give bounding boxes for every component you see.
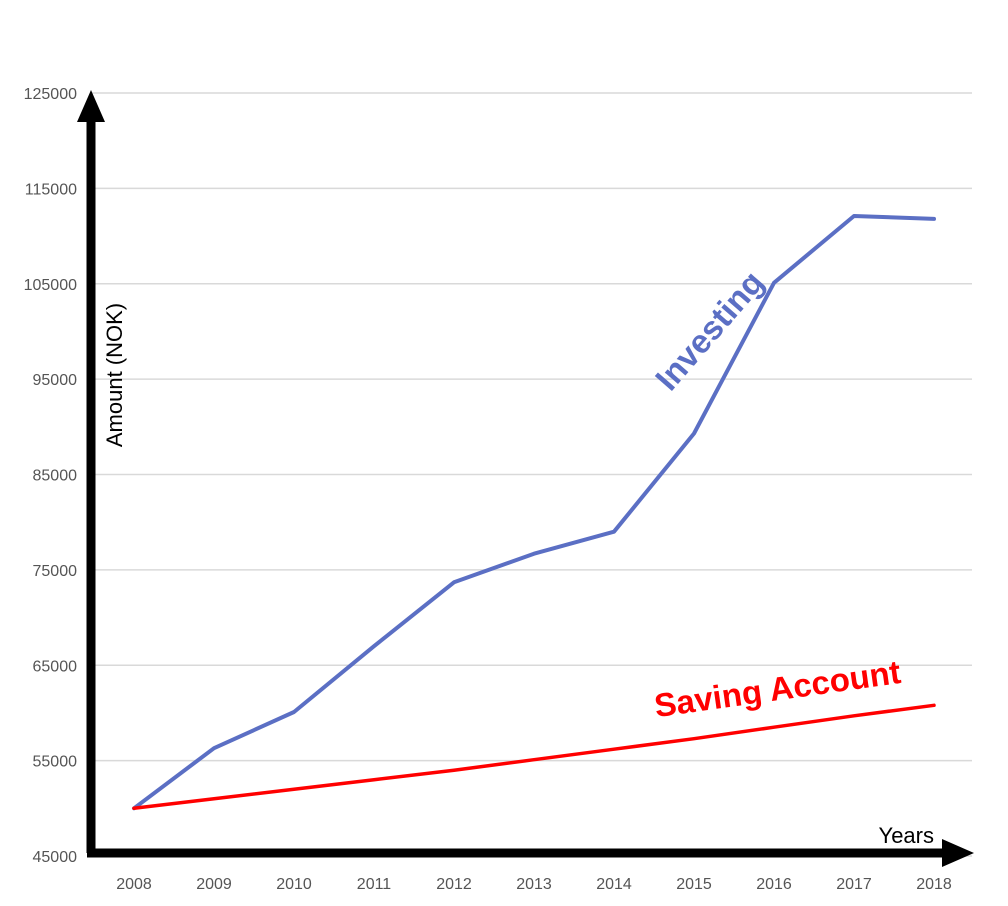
x-tick-label: 2017 <box>836 876 872 893</box>
x-tick-label: 2016 <box>756 876 792 893</box>
y-tick-label: 125000 <box>24 86 77 103</box>
x-axis-arrow-icon <box>942 839 974 867</box>
x-tick-labels: 2008 2009 2010 2011 2012 2013 2014 2015 2016 2017… <box>116 876 952 893</box>
x-tick-label: 2012 <box>436 876 472 893</box>
y-tick-label: 95000 <box>33 372 78 389</box>
y-axis-arrow-icon <box>77 90 105 122</box>
x-tick-label: 2013 <box>516 876 552 893</box>
y-tick-labels: 45000 55000 65000 75000 85000 95000 105000 1150… <box>24 86 77 866</box>
x-tick-label: 2010 <box>276 876 312 893</box>
y-tick-label: 85000 <box>33 468 78 485</box>
x-tick-label: 2009 <box>196 876 232 893</box>
y-tick-label: 115000 <box>25 181 77 198</box>
y-tick-label: 55000 <box>33 754 78 771</box>
x-axis-title: Years <box>879 823 934 848</box>
x-tick-label: 2008 <box>116 876 152 893</box>
gridlines <box>91 92 972 857</box>
x-tick-label: 2015 <box>676 876 712 893</box>
series-line-saving-account <box>132 703 936 811</box>
x-tick-label: 2018 <box>916 876 952 893</box>
series-lines <box>132 214 936 811</box>
y-tick-label: 65000 <box>33 658 78 675</box>
x-tick-label: 2011 <box>357 876 392 893</box>
x-tick-label: 2014 <box>596 876 632 893</box>
y-tick-label: 75000 <box>33 563 78 580</box>
y-axis-title: Amount (NOK) <box>102 303 127 447</box>
series-line-investing <box>132 214 936 811</box>
y-tick-label: 45000 <box>33 849 78 866</box>
y-tick-label: 105000 <box>24 277 77 294</box>
